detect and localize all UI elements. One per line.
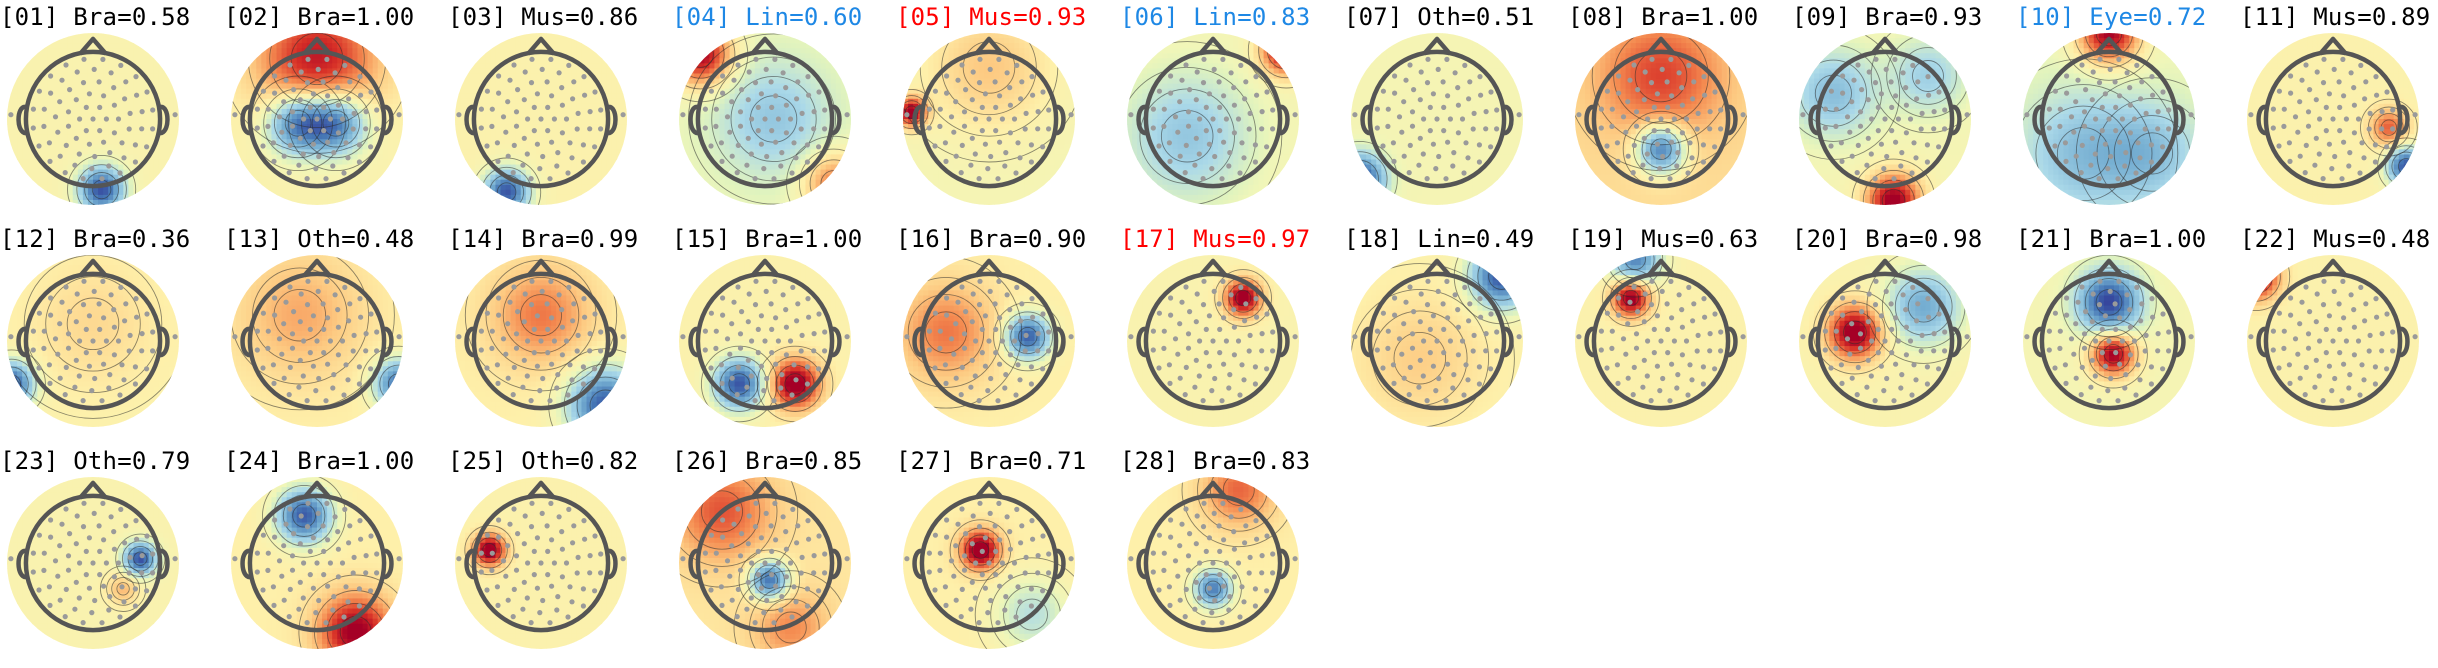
topomap [1574,32,1748,206]
topomap [902,254,1076,428]
component-panel: [04] Lin=0.60 [672,2,896,224]
topomap [2022,254,2196,428]
component-title: [13] Oth=0.48 [224,224,448,254]
component-title: [16] Bra=0.90 [896,224,1120,254]
component-title: [01] Bra=0.58 [0,2,224,32]
topomap [2022,32,2196,206]
topomap [1798,254,1972,428]
component-title: [04] Lin=0.60 [672,2,896,32]
topomap [230,32,404,206]
topomap [1126,476,1300,650]
component-panel: [21] Bra=1.00 [2016,224,2240,446]
topomap-field [1322,33,1524,217]
topomap [1350,254,1524,428]
component-panel: [22] Mus=0.48 [2240,224,2438,446]
topomap [678,254,852,428]
topomap [1126,32,1300,206]
component-title: [25] Oth=0.82 [448,446,672,476]
component-panel: [05] Mus=0.93 [896,2,1120,224]
component-title: [03] Mus=0.86 [448,2,672,32]
component-panel: [24] Bra=1.00 [224,446,448,668]
topomap [230,254,404,428]
component-title: [26] Bra=0.85 [672,446,896,476]
component-panel: [19] Mus=0.63 [1568,224,1792,446]
topomap [1798,32,1972,206]
component-panel: [18] Lin=0.49 [1344,224,1568,446]
component-title: [11] Mus=0.89 [2240,2,2438,32]
component-panel: [23] Oth=0.79 [0,446,224,668]
component-title: [10] Eye=0.72 [2016,2,2240,32]
component-panel: [20] Bra=0.98 [1792,224,2016,446]
component-title: [19] Mus=0.63 [1568,224,1792,254]
topomap [6,476,180,650]
component-title: [15] Bra=1.00 [672,224,896,254]
component-panel: [26] Bra=0.85 [672,446,896,668]
component-title: [20] Bra=0.98 [1792,224,2016,254]
topomap [2246,32,2420,206]
topomap-field [870,255,1075,428]
component-panel: [07] Oth=0.51 [1344,2,1568,224]
component-panel: [01] Bra=0.58 [0,2,224,224]
topomap [454,32,628,206]
topomap [678,32,852,206]
topomap [1126,254,1300,428]
component-title: [22] Mus=0.48 [2240,224,2438,254]
component-title: [28] Bra=0.83 [1120,446,1344,476]
component-title: [06] Lin=0.83 [1120,2,1344,32]
component-panel: [11] Mus=0.89 [2240,2,2438,224]
component-panel: [13] Oth=0.48 [224,224,448,446]
component-panel: [14] Bra=0.99 [448,224,672,446]
component-panel: [10] Eye=0.72 [2016,2,2240,224]
component-panel: [28] Bra=0.83 [1120,446,1344,668]
topomap [6,254,180,428]
component-panel: [09] Bra=0.93 [1792,2,2016,224]
topomap [1350,32,1524,206]
component-title: [07] Oth=0.51 [1344,2,1568,32]
component-title: [24] Bra=1.00 [224,446,448,476]
topomap [1574,254,1748,428]
topomap [454,254,628,428]
component-panel: [16] Bra=0.90 [896,224,1120,446]
topomap [454,476,628,650]
component-title: [17] Mus=0.97 [1120,224,1344,254]
component-title: [23] Oth=0.79 [0,446,224,476]
component-panel: [12] Bra=0.36 [0,224,224,446]
component-title: [27] Bra=0.71 [896,446,1120,476]
component-panel: [27] Bra=0.71 [896,446,1120,668]
component-panel: [15] Bra=1.00 [672,224,896,446]
component-panel: [08] Bra=1.00 [1568,2,1792,224]
topomap [2246,254,2420,428]
topomap [902,476,1076,650]
component-title: [18] Lin=0.49 [1344,224,1568,254]
component-panel: [06] Lin=0.83 [1120,2,1344,224]
topomap [6,32,180,206]
component-title: [14] Bra=0.99 [448,224,672,254]
component-title: [09] Bra=0.93 [1792,2,2016,32]
component-title: [12] Bra=0.36 [0,224,224,254]
topomap [230,476,404,650]
component-title: [02] Bra=1.00 [224,2,448,32]
component-panel: [17] Mus=0.97 [1120,224,1344,446]
topomap [902,32,1076,206]
topomap-field [455,240,662,463]
component-title: [21] Bra=1.00 [2016,224,2240,254]
component-panel: [03] Mus=0.86 [448,2,672,224]
component-title: [05] Mus=0.93 [896,2,1120,32]
component-panel: [02] Bra=1.00 [224,2,448,224]
component-panel: [25] Oth=0.82 [448,446,672,668]
component-title: [08] Bra=1.00 [1568,2,1792,32]
topomap [678,476,852,650]
